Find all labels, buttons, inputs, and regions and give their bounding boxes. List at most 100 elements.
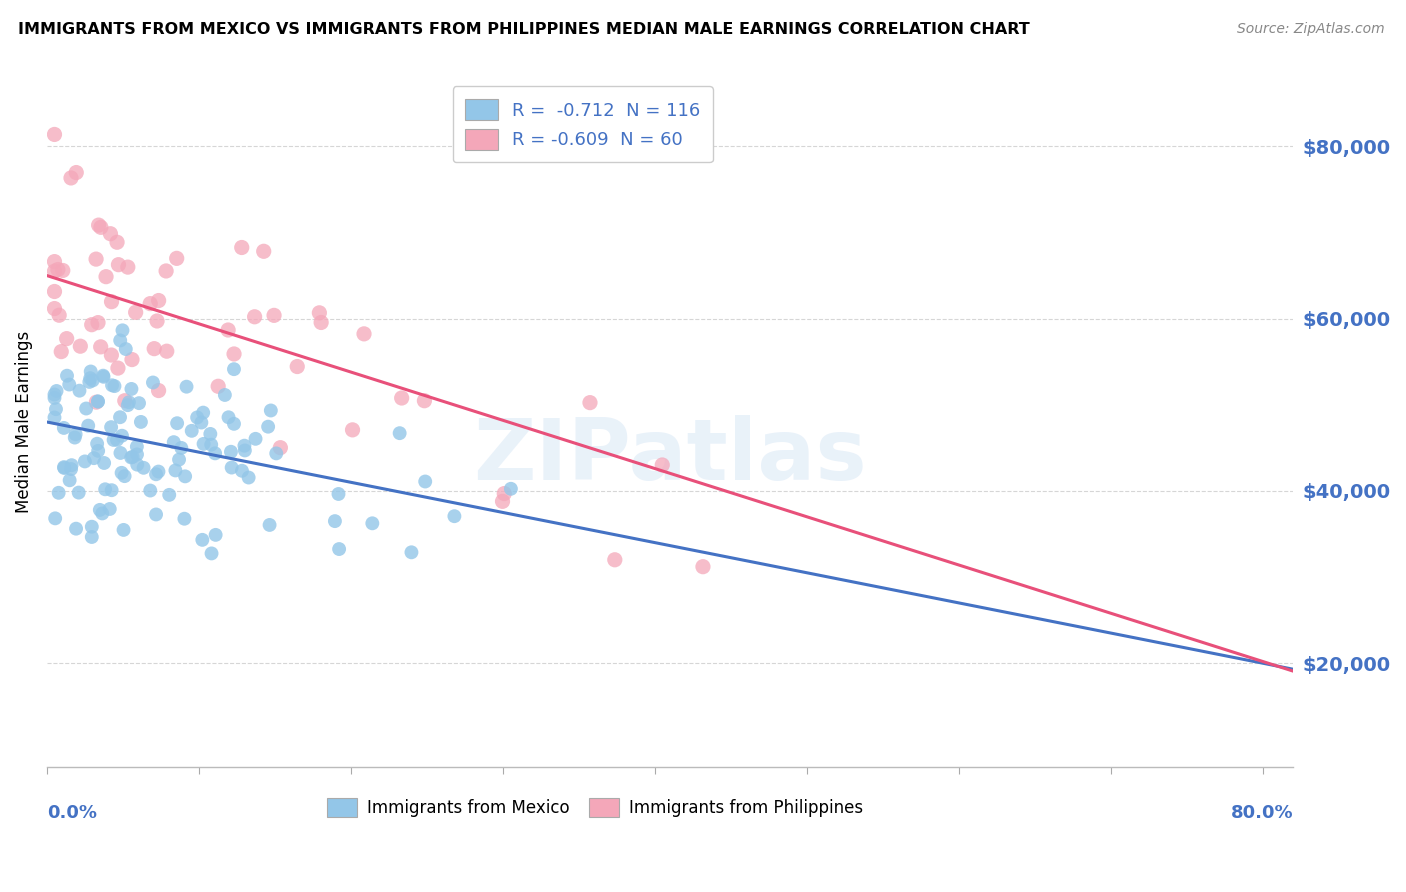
Text: 80.0%: 80.0% bbox=[1230, 805, 1294, 822]
Point bbox=[231, 240, 253, 254]
Point bbox=[94, 269, 117, 284]
Point bbox=[105, 433, 128, 447]
Point bbox=[491, 494, 513, 508]
Point bbox=[193, 437, 215, 451]
Point bbox=[69, 384, 91, 398]
Point bbox=[221, 460, 243, 475]
Point bbox=[120, 382, 142, 396]
Point bbox=[157, 488, 180, 502]
Point bbox=[263, 309, 285, 323]
Point bbox=[107, 361, 129, 376]
Point bbox=[499, 482, 522, 496]
Point bbox=[129, 415, 152, 429]
Point bbox=[114, 342, 136, 356]
Point bbox=[46, 262, 69, 277]
Point bbox=[323, 514, 346, 528]
Point bbox=[63, 431, 86, 445]
Point bbox=[176, 380, 198, 394]
Point bbox=[93, 456, 115, 470]
Point bbox=[651, 458, 673, 472]
Point bbox=[108, 410, 131, 425]
Point bbox=[214, 388, 236, 402]
Point bbox=[121, 352, 143, 367]
Point bbox=[58, 377, 80, 392]
Point bbox=[93, 369, 115, 384]
Point bbox=[91, 368, 114, 383]
Point bbox=[245, 432, 267, 446]
Point bbox=[80, 519, 103, 533]
Point bbox=[218, 410, 240, 425]
Point bbox=[117, 260, 139, 274]
Point bbox=[87, 218, 110, 232]
Point bbox=[579, 395, 602, 409]
Point bbox=[87, 394, 110, 409]
Point bbox=[200, 437, 222, 451]
Point bbox=[180, 424, 202, 438]
Point bbox=[145, 508, 167, 522]
Point bbox=[90, 340, 112, 354]
Point bbox=[79, 375, 101, 389]
Point bbox=[77, 418, 100, 433]
Point bbox=[193, 406, 215, 420]
Point bbox=[170, 441, 193, 455]
Point bbox=[125, 440, 148, 454]
Point bbox=[191, 533, 214, 547]
Point bbox=[494, 486, 516, 500]
Point bbox=[163, 435, 186, 450]
Point bbox=[80, 318, 103, 332]
Point bbox=[45, 384, 67, 398]
Point bbox=[148, 384, 170, 398]
Point bbox=[413, 393, 436, 408]
Point bbox=[125, 447, 148, 461]
Point bbox=[186, 410, 208, 425]
Point bbox=[117, 398, 139, 412]
Point bbox=[91, 507, 114, 521]
Point bbox=[190, 416, 212, 430]
Point bbox=[401, 545, 423, 559]
Point bbox=[139, 483, 162, 498]
Point bbox=[328, 542, 350, 557]
Point bbox=[108, 334, 131, 348]
Point bbox=[222, 417, 245, 431]
Point bbox=[173, 512, 195, 526]
Point bbox=[82, 373, 104, 387]
Point bbox=[127, 458, 149, 472]
Point bbox=[86, 436, 108, 450]
Text: Source: ZipAtlas.com: Source: ZipAtlas.com bbox=[1237, 22, 1385, 37]
Point bbox=[80, 530, 103, 544]
Point bbox=[107, 258, 129, 272]
Point bbox=[44, 391, 66, 405]
Point bbox=[120, 450, 142, 465]
Point bbox=[65, 427, 87, 442]
Point bbox=[111, 428, 134, 442]
Text: 0.0%: 0.0% bbox=[46, 805, 97, 822]
Point bbox=[73, 454, 96, 468]
Point bbox=[361, 516, 384, 531]
Point bbox=[142, 376, 165, 390]
Point bbox=[204, 528, 226, 542]
Point bbox=[233, 443, 256, 458]
Point bbox=[44, 264, 66, 278]
Point bbox=[89, 503, 111, 517]
Point bbox=[388, 426, 411, 441]
Point bbox=[51, 344, 73, 359]
Point bbox=[100, 348, 122, 362]
Point bbox=[204, 446, 226, 460]
Point bbox=[156, 344, 179, 359]
Point bbox=[69, 339, 91, 353]
Point bbox=[217, 323, 239, 337]
Point bbox=[110, 446, 132, 460]
Point bbox=[200, 426, 222, 441]
Point bbox=[391, 391, 413, 405]
Point bbox=[110, 466, 132, 480]
Point bbox=[100, 294, 122, 309]
Point bbox=[269, 441, 291, 455]
Point bbox=[139, 296, 162, 310]
Point bbox=[52, 421, 75, 435]
Y-axis label: Median Male Earnings: Median Male Earnings bbox=[15, 331, 32, 513]
Point bbox=[309, 316, 332, 330]
Point bbox=[87, 443, 110, 458]
Point bbox=[285, 359, 308, 374]
Point bbox=[90, 220, 112, 235]
Point bbox=[253, 244, 276, 259]
